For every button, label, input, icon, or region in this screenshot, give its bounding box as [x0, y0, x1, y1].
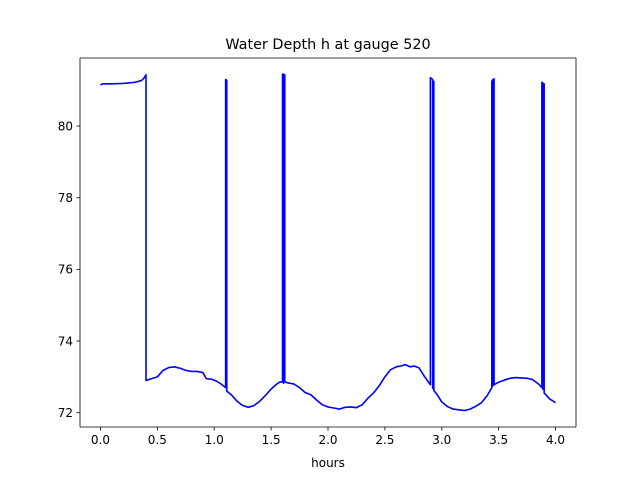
chart-title: Water Depth h at gauge 520 [225, 37, 430, 53]
x-tick-label: 2.0 [318, 433, 337, 447]
x-tick-label: 3.5 [489, 433, 508, 447]
x-axis: 0.0 0.5 1.0 1.5 2.0 2.5 3.0 3.5 4.0 [91, 427, 565, 447]
x-tick-label: 0.0 [91, 433, 110, 447]
x-tick-label: 1.0 [205, 433, 224, 447]
plot-background [80, 58, 576, 427]
x-tick-label: 1.5 [262, 433, 281, 447]
x-tick-label: 0.5 [148, 433, 167, 447]
series-line-1 [100, 73, 556, 412]
y-tick-label: 78 [58, 191, 73, 205]
series-layer [100, 73, 556, 412]
x-tick-label: 3.0 [432, 433, 451, 447]
x-axis-title: hours [311, 456, 345, 470]
y-tick-label: 72 [58, 406, 73, 420]
x-tick-label: 2.5 [375, 433, 394, 447]
x-tick-label: 4.0 [546, 433, 565, 447]
y-tick-label: 76 [58, 263, 73, 277]
y-tick-label: 80 [58, 119, 73, 133]
y-axis: 72 74 76 78 80 [58, 119, 80, 420]
plot-area [80, 58, 576, 427]
y-tick-label: 74 [58, 334, 73, 348]
axes-frame [79, 57, 577, 428]
